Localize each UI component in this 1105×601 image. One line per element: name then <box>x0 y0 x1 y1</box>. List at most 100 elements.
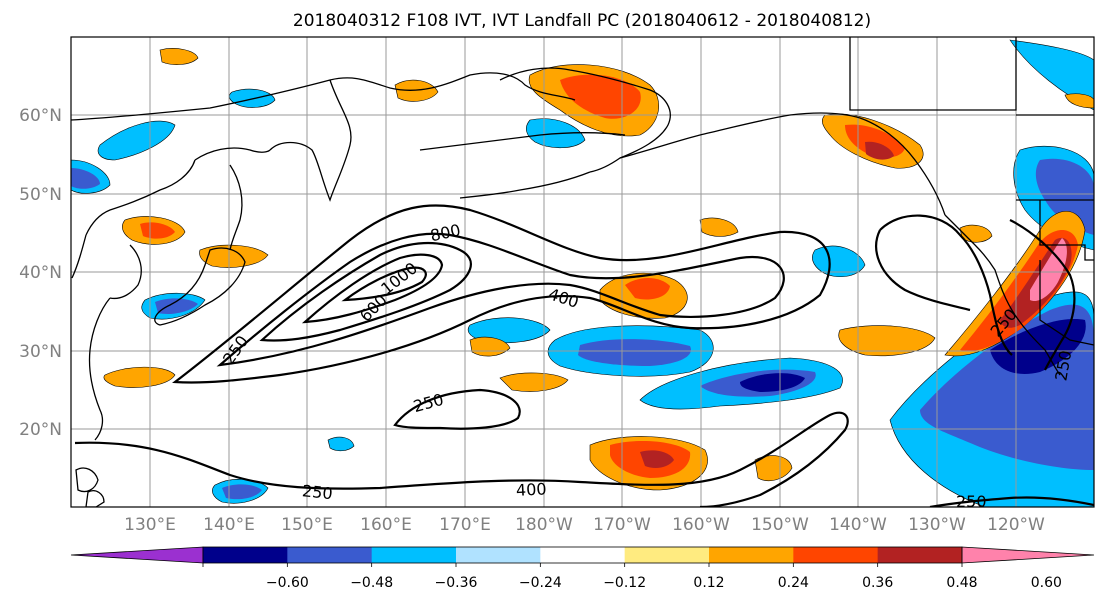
colorbar-segment <box>877 547 963 563</box>
negative-anomaly-region <box>1035 158 1094 235</box>
contour-label: 250 <box>956 492 987 511</box>
lat-label: 30°N <box>19 342 62 362</box>
positive-anomaly-region <box>640 450 674 468</box>
colorbar-tick-label: 0.36 <box>862 575 893 591</box>
positive-anomaly-region <box>699 217 739 237</box>
coastline <box>85 159 196 236</box>
coastlines <box>71 37 1094 507</box>
coastline <box>459 171 591 199</box>
positive-anomaly-region <box>1030 238 1067 302</box>
lon-label: 140°E <box>203 515 255 535</box>
colorbar-segment <box>371 547 457 563</box>
ivt-contour <box>1009 219 1076 371</box>
contour-labels: 250 400 600 800 1000 250 400 250 250 250… <box>219 220 1075 511</box>
negative-anomaly-region <box>740 373 805 392</box>
colorbar-segment <box>287 547 373 563</box>
map-panel: 250 400 600 800 1000 250 400 250 250 250… <box>70 36 1095 511</box>
coastline <box>109 244 142 300</box>
ivt-contour <box>929 496 1094 507</box>
lon-label: 140°W <box>829 515 887 535</box>
colorbar-labels: −0.60 −0.48 −0.36 −0.24 −0.12 0.12 0.24 0.36 0.4… <box>202 563 1062 591</box>
positive-anomaly-region <box>625 277 670 300</box>
negative-anomaly-region <box>327 436 355 452</box>
positive-anomaly-region <box>140 222 175 239</box>
map-title: 2018040312 F108 IVT, IVT Landfall PC (20… <box>293 11 871 31</box>
lat-label: 40°N <box>19 263 62 283</box>
longitude-labels: 130°E 140°E 150°E 160°E 170°E 180°W 170°… <box>124 515 1045 535</box>
positive-anomaly-region <box>865 141 894 160</box>
colorbar-tick-label: 0.48 <box>946 575 977 591</box>
coastline <box>229 164 243 251</box>
lon-label: 130°E <box>124 515 176 535</box>
positive-anomaly-region <box>560 74 641 119</box>
negative-anomaly-region <box>467 317 551 344</box>
colorbar-outline <box>202 546 963 564</box>
colorbar-tick-label: 0.12 <box>693 575 724 591</box>
coastline <box>269 79 352 202</box>
colorbar-segment <box>793 547 879 563</box>
negative-anomaly-region <box>578 339 691 366</box>
negative-anomaly-region <box>990 319 1086 374</box>
coastline <box>849 37 1017 111</box>
negative-anomaly-region <box>812 245 866 278</box>
lon-label: 150°E <box>281 515 333 535</box>
coastline <box>88 297 111 441</box>
coastline <box>499 67 671 173</box>
ivt-contour <box>259 242 472 342</box>
coastline <box>1039 200 1094 261</box>
lat-label: 50°N <box>19 185 62 205</box>
colorbar-segment <box>709 547 794 563</box>
lon-label: 170°E <box>439 515 491 535</box>
ivt-contour <box>341 266 427 302</box>
positive-anomaly-region <box>838 325 936 356</box>
negative-anomaly-region <box>97 120 176 161</box>
coastline <box>154 247 246 326</box>
ivt-contour <box>875 229 971 312</box>
ivt-contour <box>172 204 831 384</box>
colorbar-segment <box>624 547 710 563</box>
coastline <box>944 214 1061 376</box>
negative-anomaly-region <box>155 298 198 314</box>
positive-anomaly-region <box>499 372 569 392</box>
coastline <box>194 147 271 161</box>
ivt-contour <box>879 214 1013 356</box>
lon-label: 170°W <box>593 515 651 535</box>
negative-anomaly-region <box>1009 39 1094 111</box>
colorbar-tick-label: 0.24 <box>778 575 809 591</box>
coastline <box>75 467 99 493</box>
lon-label: 130°W <box>908 515 966 535</box>
lon-label: 180°W <box>515 515 573 535</box>
positive-anomaly-region <box>199 244 269 268</box>
colorbar-tick-label: −0.36 <box>435 575 478 591</box>
lon-label: 160°W <box>672 515 730 535</box>
ivt-contour <box>216 232 785 367</box>
coastline <box>619 112 946 216</box>
colorbar-extension-high <box>961 546 1095 564</box>
positive-anomaly-region <box>754 455 793 481</box>
positive-anomaly-region <box>1064 93 1094 109</box>
contour-label: 400 <box>515 479 546 500</box>
positive-anomaly-region <box>845 124 905 158</box>
colorbar-segment <box>540 547 626 563</box>
negative-anomaly-region <box>71 168 100 189</box>
colorbar-tick-label: −0.60 <box>266 575 309 591</box>
coastline <box>71 72 576 121</box>
ivt-contour <box>301 253 444 324</box>
positive-anomaly-region <box>159 48 199 65</box>
positive-anomaly-region <box>103 366 176 388</box>
lat-label: 20°N <box>19 420 62 440</box>
coastline <box>85 490 105 507</box>
coastline <box>71 234 87 279</box>
colorbar-segment <box>203 547 288 563</box>
colorbar-tick-label: −0.12 <box>603 575 646 591</box>
colorbar-extension-low <box>70 546 204 564</box>
lon-label: 160°E <box>360 515 412 535</box>
latitude-labels: 60°N 50°N 40°N 30°N 20°N <box>19 106 62 440</box>
colorbar-tick-label: −0.24 <box>519 575 562 591</box>
ivt-contours <box>74 204 1094 507</box>
lat-label: 60°N <box>19 106 62 126</box>
negative-anomaly-region <box>222 484 262 500</box>
colorbar-tick-label: −0.48 <box>350 575 393 591</box>
colorbar-tick-label: 0.60 <box>1031 575 1062 591</box>
